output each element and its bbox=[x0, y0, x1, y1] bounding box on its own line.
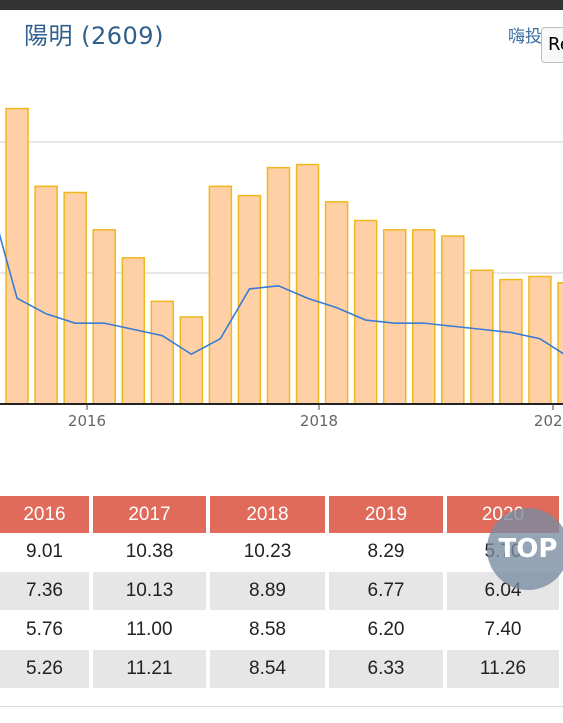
side-link[interactable]: 嗨投 bbox=[508, 27, 542, 47]
bar bbox=[295, 163, 320, 405]
table-cell: 8.29 bbox=[329, 533, 447, 572]
table-header-cell: 2018 bbox=[210, 496, 329, 533]
x-tick-label: 2016 bbox=[68, 412, 106, 430]
table-cell: 9.01 bbox=[0, 533, 93, 572]
table-cell: 5.76 bbox=[0, 611, 93, 650]
bar bbox=[92, 229, 116, 405]
top-border bbox=[0, 0, 563, 10]
bar bbox=[470, 269, 494, 405]
series-select[interactable]: Re bbox=[541, 27, 563, 63]
table-cell: 11.00 bbox=[93, 611, 210, 650]
table-cell: 7.40 bbox=[447, 611, 563, 650]
stats-table: 2016 2017 2018 2019 2020 9.01 10.38 10.2… bbox=[0, 496, 563, 689]
bar bbox=[412, 229, 436, 405]
table-header-cell: 2019 bbox=[329, 496, 447, 533]
table-row: 5.76 11.00 8.58 6.20 7.40 bbox=[0, 611, 563, 650]
bar bbox=[382, 229, 407, 405]
table-header-row: 2016 2017 2018 2019 2020 bbox=[0, 496, 563, 533]
trend-line bbox=[0, 233, 563, 356]
bar-line-chart: 2016 2018 2020 bbox=[0, 107, 563, 430]
table-header-cell: 2017 bbox=[93, 496, 210, 533]
bar bbox=[441, 235, 465, 405]
bar bbox=[528, 275, 552, 405]
table-cell: 10.38 bbox=[93, 533, 210, 572]
bar bbox=[63, 191, 87, 405]
bar bbox=[499, 278, 523, 405]
bar bbox=[179, 316, 204, 405]
table-cell: 8.58 bbox=[210, 611, 329, 650]
table-cell: 6.77 bbox=[329, 572, 447, 611]
table-cell: 8.54 bbox=[210, 650, 329, 689]
table-cell: 11.26 bbox=[447, 650, 563, 689]
table-cell: 5.26 bbox=[0, 650, 93, 689]
page-title: 陽明 (2609) bbox=[24, 22, 164, 50]
table-row: 7.36 10.13 8.89 6.77 6.04 bbox=[0, 572, 563, 611]
table-cell: 7.36 bbox=[0, 572, 93, 611]
bar bbox=[237, 194, 262, 405]
bottom-divider bbox=[0, 706, 563, 707]
bar bbox=[324, 201, 349, 405]
table-cell: 11.21 bbox=[93, 650, 210, 689]
bar bbox=[34, 185, 58, 405]
bar bbox=[353, 219, 378, 405]
bar bbox=[208, 185, 233, 405]
bar bbox=[150, 300, 175, 405]
x-tick-label: 2018 bbox=[300, 412, 338, 430]
table-cell: 8.89 bbox=[210, 572, 329, 611]
table-cell: 6.33 bbox=[329, 650, 447, 689]
chart-bars bbox=[5, 107, 563, 405]
table-cell: 6.20 bbox=[329, 611, 447, 650]
table-cell: 10.23 bbox=[210, 533, 329, 572]
table-header-cell: 2016 bbox=[0, 496, 93, 533]
table-row: 9.01 10.38 10.23 8.29 5.70 bbox=[0, 533, 563, 572]
back-to-top-button[interactable]: TOP bbox=[487, 508, 563, 590]
x-tick-label: 2020 bbox=[534, 412, 563, 430]
table-cell: 10.13 bbox=[93, 572, 210, 611]
bar bbox=[557, 281, 563, 405]
x-axis-ticks: 2016 2018 2020 bbox=[68, 404, 563, 430]
bar bbox=[5, 107, 29, 405]
table-row: 5.26 11.21 8.54 6.33 11.26 bbox=[0, 650, 563, 689]
